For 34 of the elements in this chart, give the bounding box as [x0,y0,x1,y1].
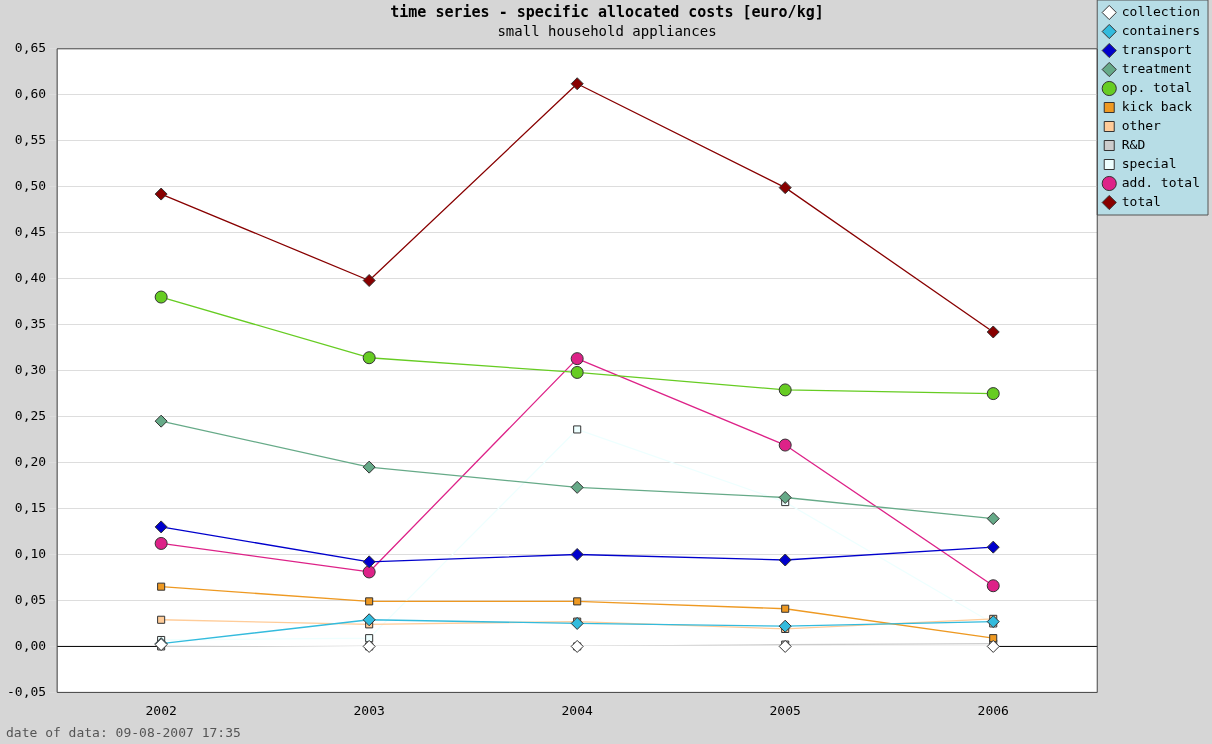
y-tick-label: 0,35 [14,316,47,331]
chart-subtitle: small household appliances [497,23,717,40]
y-tick-label: 0,60 [14,86,47,102]
legend-label: collection [1121,3,1201,19]
y-tick-label: 0,45 [14,224,47,240]
x-tick-label: 2006 [977,702,1009,718]
legend-label: transport [1121,41,1193,57]
x-tick-label: 2003 [353,702,385,718]
y-tick-label: -0,05 [6,683,47,699]
legend-label: total [1121,193,1161,209]
legend-label: other [1121,117,1162,133]
x-tick-label: 2002 [145,702,177,718]
x-tick-label: 2004 [561,702,594,718]
chart-title: time series - specific allocated costs [euro/kg] [390,2,824,21]
legend-label: kick back [1121,98,1193,114]
y-tick-label: 0,10 [14,545,47,561]
legend-label: add. total [1121,174,1201,190]
y-tick-label: 0,50 [14,178,47,194]
y-tick-label: 0,25 [14,407,47,423]
legend-label: R&D [1121,136,1146,152]
y-tick-label: 0,05 [14,591,47,607]
legend-label: op. total [1121,79,1193,95]
y-tick-label: 0,55 [14,132,47,148]
legend-label: treatment [1121,60,1193,76]
text: date of data: 09-08-2007 17:35 [6,724,241,740]
legend-label: special [1121,155,1177,171]
y-tick-label: 0,40 [14,270,47,286]
y-tick-label: 0,15 [14,499,47,515]
y-tick-label: 0,00 [14,637,47,653]
y-tick-label: 0,30 [14,361,47,377]
y-tick-label: 0,65 [14,40,47,56]
y-tick-label: 0,20 [14,453,47,469]
legend-label: containers [1121,22,1201,38]
x-tick-label: 2005 [769,702,801,718]
